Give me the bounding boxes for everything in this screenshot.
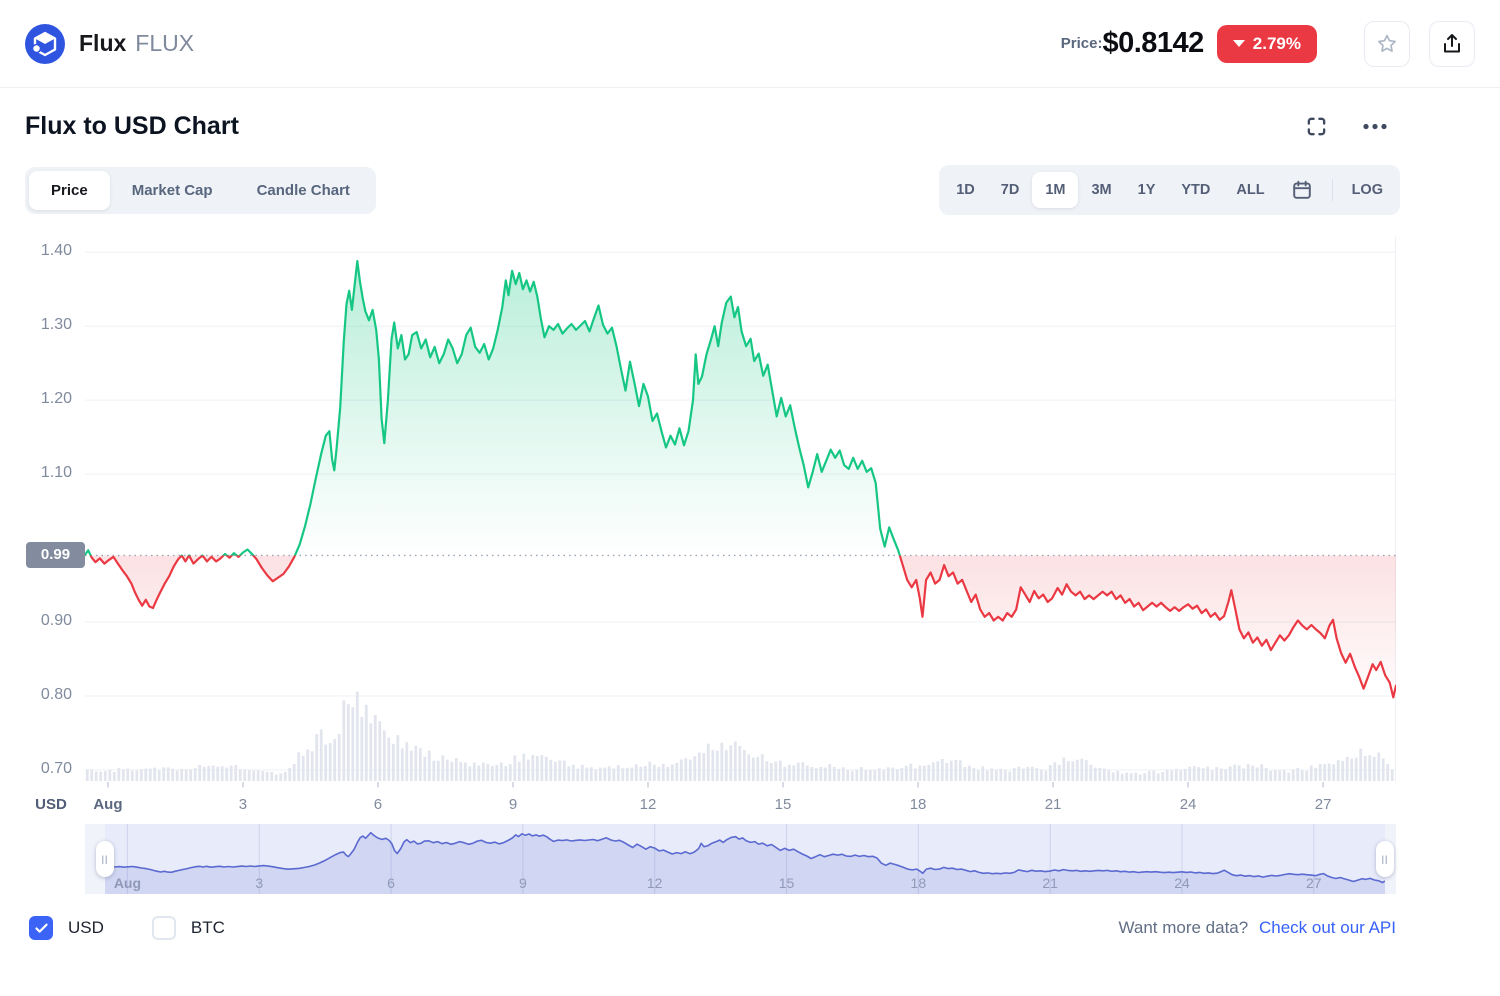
baseline-price-badge: 0.99	[26, 542, 85, 569]
navigator-tick-label: 21	[1042, 875, 1058, 891]
navigator-tick-label: 12	[646, 875, 663, 891]
range-3m[interactable]: 3M	[1078, 172, 1124, 208]
divider	[1331, 179, 1333, 201]
star-icon	[1375, 32, 1399, 56]
price-change-value: 2.79%	[1252, 33, 1301, 53]
date-range-group: 1D 7D 1M 3M 1Y YTD ALL LOG	[939, 165, 1400, 215]
x-axis-tick-label: 12	[639, 796, 657, 813]
x-axis-tick-label: 15	[774, 796, 792, 813]
x-axis-tick-label: 6	[373, 796, 383, 813]
navigator-right-handle[interactable]: ||	[1376, 841, 1394, 877]
usd-checkbox-label: USD	[68, 918, 104, 937]
navigator-tick-label: 15	[778, 875, 795, 891]
triangle-down-icon	[1232, 40, 1245, 47]
tab-price[interactable]: Price	[29, 170, 110, 210]
chart-title-row: Flux to USD Chart	[25, 112, 1388, 141]
y-axis-tick-label: 1.10	[40, 464, 72, 482]
tab-market-cap[interactable]: Market Cap	[110, 171, 235, 210]
y-axis-tick-label: 1.20	[40, 390, 72, 408]
navigator-tick-label: 18	[910, 875, 927, 891]
range-ytd[interactable]: YTD	[1168, 172, 1223, 208]
watchlist-star-button[interactable]	[1364, 20, 1410, 67]
x-axis-tick-label: 24	[1179, 796, 1197, 813]
range-1d[interactable]: 1D	[943, 172, 988, 208]
chart-footer: USD BTC Want more data? Check out our AP…	[0, 916, 1500, 940]
chart-type-tab-group: Price Market Cap Candle Chart	[25, 166, 376, 214]
x-axis-tick-label: 9	[508, 796, 518, 813]
more-data-text: Want more data?	[1118, 918, 1249, 937]
y-axis-tick-label: 1.30	[40, 316, 72, 334]
price-chart-area: 1.401.301.201.100.990.900.800.70 CoinMar…	[0, 236, 1500, 891]
x-axis-tick-label: 18	[909, 796, 927, 813]
navigator-chart[interactable]	[104, 824, 1386, 894]
page-title: Flux to USD Chart	[25, 112, 239, 140]
btc-checkbox-label: BTC	[190, 918, 225, 937]
navigator-tick-label: 9	[518, 875, 527, 891]
x-axis-tick-label: Aug	[93, 796, 123, 813]
chart-controls: Price Market Cap Candle Chart 1D 7D 1M 3…	[25, 165, 1400, 215]
tab-candle-chart[interactable]: Candle Chart	[235, 171, 372, 210]
currency-toggle-usd[interactable]: USD	[29, 916, 104, 940]
x-axis-tick-label: 27	[1314, 796, 1332, 813]
x-axis-tick-label: 3	[238, 796, 248, 813]
navigator-left-handle[interactable]: ||	[96, 841, 114, 877]
range-navigator: Aug 3 6 9 12 15 18 21 24 27 || ||	[85, 824, 1396, 894]
coin-name: Flux	[79, 30, 127, 56]
custom-date-range-button[interactable]	[1278, 169, 1326, 211]
range-1m[interactable]: 1M	[1032, 172, 1079, 208]
price-label: Price:	[1060, 35, 1103, 52]
api-link[interactable]: Check out our API	[1258, 918, 1396, 937]
navigator-tick-label: Aug	[113, 875, 142, 891]
range-all[interactable]: ALL	[1223, 172, 1277, 208]
navigator-tick-label: 3	[255, 875, 264, 891]
checkbox-checked-icon[interactable]	[29, 916, 53, 940]
navigator-tick-label: 27	[1306, 875, 1322, 891]
y-axis-tick-label: 1.40	[40, 242, 72, 260]
y-axis-tick-label: 0.90	[40, 612, 72, 629]
coin-header: Flux FLUX Price: $0.8142 2.79%	[0, 0, 1500, 88]
coin-ticker: FLUX	[135, 30, 195, 56]
grip-icon: ||	[1381, 854, 1389, 864]
more-options-icon[interactable]	[1362, 115, 1388, 138]
x-axis-tick-label: 21	[1044, 796, 1062, 813]
flux-logo-icon	[25, 23, 65, 64]
y-axis-tick-label: 0.80	[40, 685, 72, 703]
log-scale-button[interactable]: LOG	[1339, 172, 1396, 208]
navigator-tick-label: 6	[387, 875, 395, 891]
volume-bars	[85, 691, 1394, 781]
share-button[interactable]	[1429, 20, 1475, 67]
navigator-tick-label: 24	[1174, 875, 1190, 891]
grip-icon: ||	[101, 854, 109, 864]
calendar-icon	[1291, 179, 1313, 201]
fullscreen-icon[interactable]	[1305, 115, 1328, 138]
price-change-badge: 2.79%	[1216, 24, 1317, 63]
y-axis-tick-label: 0.70	[40, 759, 72, 777]
y-axis-unit-label: USD	[35, 796, 67, 813]
range-1y[interactable]: 1Y	[1125, 172, 1169, 208]
share-upload-icon	[1440, 32, 1464, 56]
price-value: $0.8142	[1102, 27, 1204, 59]
checkbox-unchecked-icon[interactable]	[151, 916, 176, 940]
range-7d[interactable]: 7D	[988, 172, 1033, 208]
navigator-selected-region[interactable]: Aug 3 6 9 12 15 18 21 24 27	[104, 824, 1386, 894]
price-chart[interactable]	[85, 236, 1396, 788]
currency-toggle-btc[interactable]: BTC	[151, 916, 225, 940]
x-axis: USD Aug 3 6 9 12 15 18 21 24 27	[0, 788, 1500, 822]
